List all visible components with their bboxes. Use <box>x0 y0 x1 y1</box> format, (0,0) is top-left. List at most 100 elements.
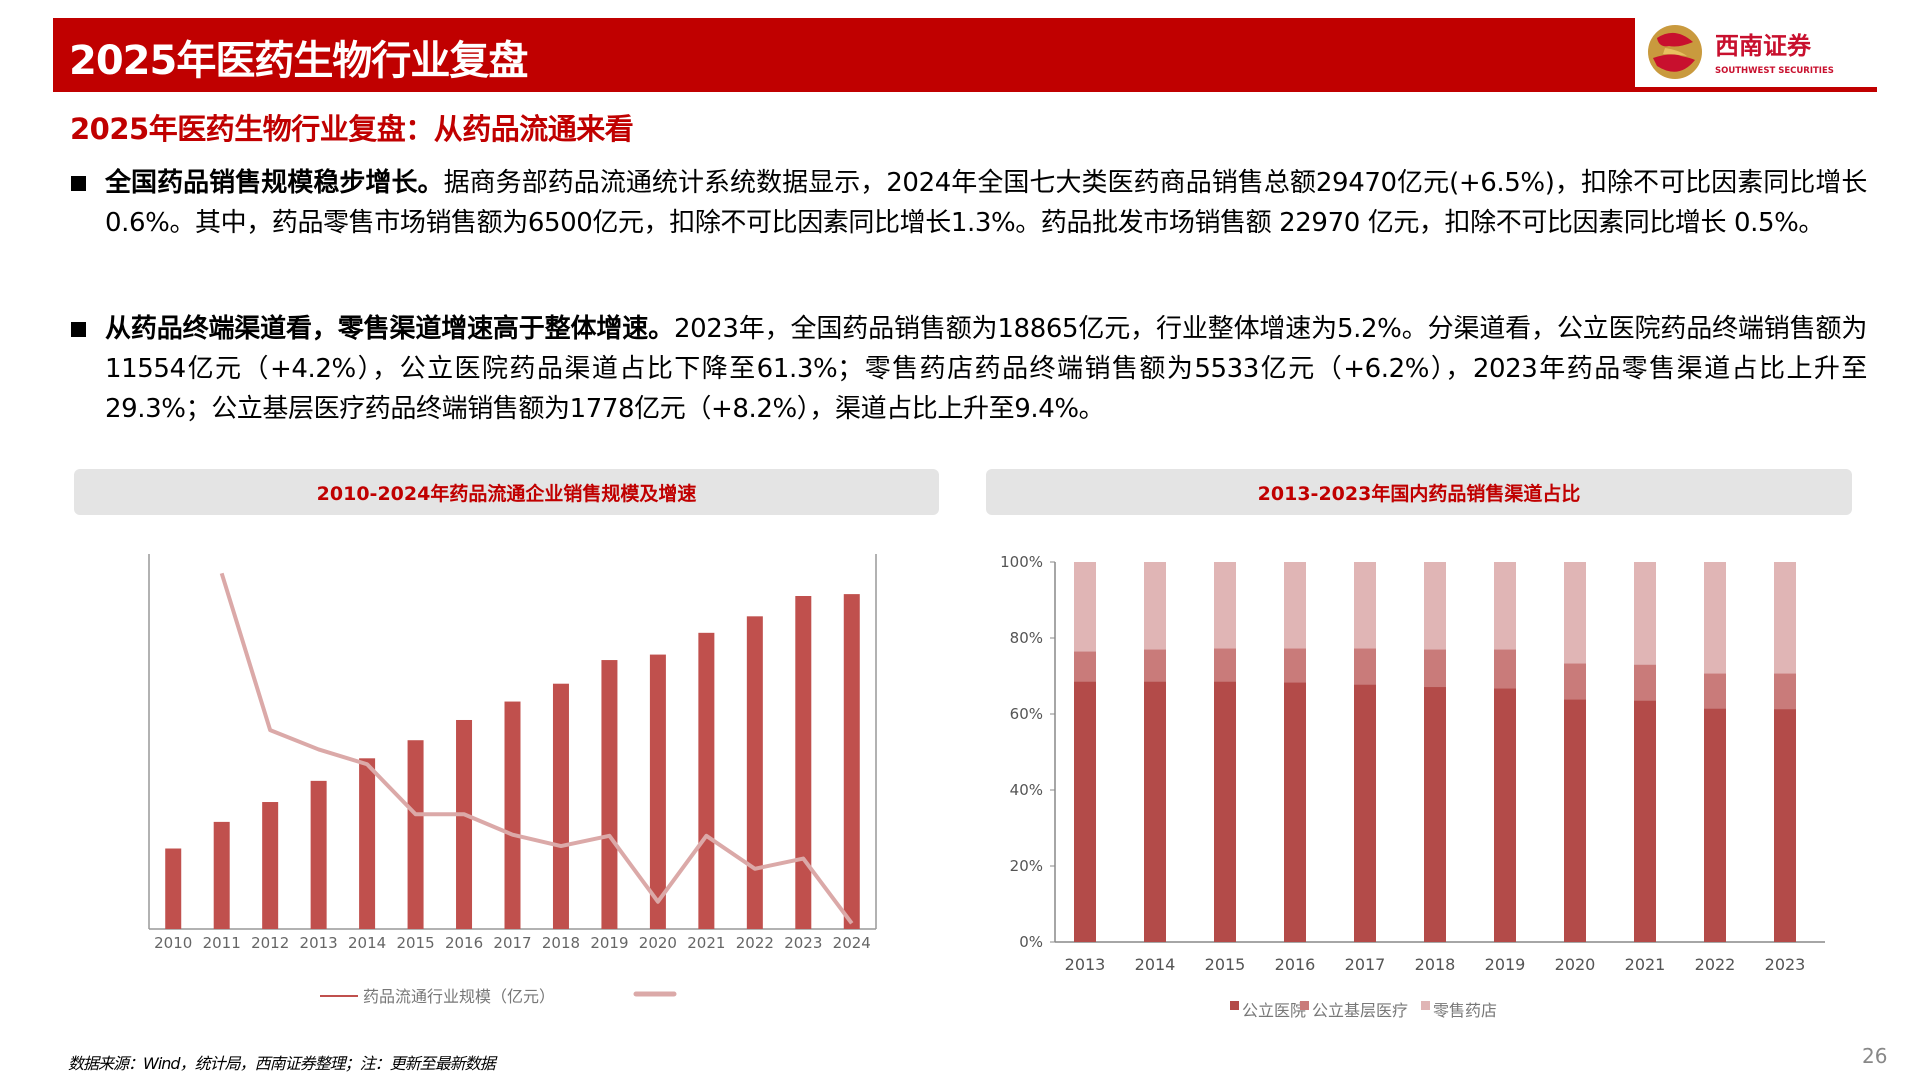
paragraph-sales-scale: 全国药品销售规模稳步增长。据商务部药品流通统计系统数据显示，2024年全国七大类… <box>105 163 1867 243</box>
paragraph-channels: 从药品终端渠道看，零售渠道增速高于整体增速。2023年，全国药品销售额为1886… <box>105 309 1867 429</box>
title-bar: 2025年医药生物行业复盘 <box>53 18 1635 92</box>
bar-2015-1 <box>1214 648 1236 682</box>
x-tick-label: 2012 <box>251 934 289 952</box>
x-tick-label: 2020 <box>1555 955 1596 974</box>
x-tick-label: 2023 <box>784 934 822 952</box>
x-tick-label: 2011 <box>203 934 241 952</box>
x-tick-label: 2016 <box>1275 955 1316 974</box>
paragraph-lead: 全国药品销售规模稳步增长。 <box>105 168 444 198</box>
bar-2019-1 <box>1494 649 1516 689</box>
y-tick-label: 80% <box>1010 629 1043 647</box>
bar-2012 <box>262 802 279 929</box>
bar-2022-1 <box>1704 673 1726 709</box>
bar-2016-2 <box>1284 562 1306 649</box>
bar-2021-0 <box>1634 700 1656 942</box>
legend-label: 公立基层医疗 <box>1312 1001 1408 1020</box>
bar-2016 <box>456 719 473 929</box>
bar-2024 <box>843 594 860 929</box>
bar-2013-1 <box>1074 651 1096 682</box>
legend-swatch <box>1421 1001 1430 1010</box>
chart2-title: 2013-2023年国内药品销售渠道占比 <box>986 469 1852 515</box>
x-tick-label: 2018 <box>542 934 580 952</box>
footnote: 数据来源：Wind，统计局，西南证券整理；注：更新至最新数据 <box>68 1054 496 1073</box>
bar-2021 <box>698 632 715 929</box>
bar-2021-2 <box>1634 562 1656 665</box>
bar-2021-1 <box>1634 664 1656 701</box>
x-tick-label: 2017 <box>493 934 531 952</box>
x-tick-label: 2022 <box>736 934 774 952</box>
bar-2016-0 <box>1284 682 1306 942</box>
bar-2015 <box>407 740 424 929</box>
x-tick-label: 2015 <box>1205 955 1246 974</box>
bar-2018-2 <box>1424 562 1446 650</box>
bar-2017-0 <box>1354 684 1376 942</box>
bar-2020 <box>649 654 666 929</box>
x-tick-label: 2024 <box>833 934 871 952</box>
y-tick-label: 0% <box>1019 933 1043 951</box>
paragraph-lead: 从药品终端渠道看，零售渠道增速高于整体增速。 <box>105 314 674 344</box>
bar-2014-0 <box>1144 681 1166 942</box>
x-tick-label: 2014 <box>1135 955 1176 974</box>
logo-emblem-icon: 西南证券 SOUTHWEST SECURITIES <box>1648 25 1834 79</box>
paragraph-body: 2023年，全国药品销售额为18865亿元，行业整体增速为5.2%。分渠道看，公… <box>105 314 1867 424</box>
bar-2014-1 <box>1144 649 1166 682</box>
legend-label: 公立医院 <box>1242 1001 1306 1020</box>
page-number: 26 <box>1862 1044 1888 1068</box>
x-tick-label: 2019 <box>590 934 628 952</box>
bar-2022 <box>746 616 763 929</box>
x-tick-label: 2021 <box>687 934 725 952</box>
y-tick-label: 60% <box>1010 705 1043 723</box>
bar-2023-0 <box>1774 709 1796 942</box>
x-tick-label: 2015 <box>396 934 434 952</box>
y-tick-label: 40% <box>1010 781 1043 799</box>
bar-2019-2 <box>1494 562 1516 650</box>
growth-line <box>219 572 854 925</box>
bar-2014 <box>359 758 376 929</box>
bullet-icon <box>71 322 86 337</box>
x-tick-label: 2016 <box>445 934 483 952</box>
bar-2023-1 <box>1774 673 1796 710</box>
x-tick-label: 2022 <box>1695 955 1736 974</box>
y-tick-label: 100% <box>1000 553 1043 571</box>
x-tick-label: 2014 <box>348 934 386 952</box>
section-subtitle: 2025年医药生物行业复盘：从药品流通来看 <box>70 112 634 146</box>
x-tick-label: 2010 <box>154 934 192 952</box>
chart1-title: 2010-2024年药品流通企业销售规模及增速 <box>74 469 939 515</box>
bar-2022-2 <box>1704 562 1726 674</box>
logo-cn: 西南证券 <box>1715 32 1812 60</box>
bar-2013-0 <box>1074 681 1096 942</box>
logo-en: SOUTHWEST SECURITIES <box>1715 66 1834 76</box>
x-tick-label: 2023 <box>1765 955 1806 974</box>
company-logo: 西南证券 SOUTHWEST SECURITIES <box>1635 18 1877 92</box>
bar-2015-0 <box>1214 681 1236 942</box>
legend-swatch <box>1230 1001 1239 1010</box>
bar-2023 <box>795 596 812 929</box>
bar-2016-1 <box>1284 648 1306 683</box>
bar-2020-1 <box>1564 663 1586 700</box>
bar-2018-1 <box>1424 649 1446 688</box>
legend-bar-label: 药品流通行业规模（亿元） <box>363 987 555 1006</box>
paragraph-body: 据商务部药品流通统计系统数据显示，2024年全国七大类医药商品销售总额29470… <box>105 168 1867 238</box>
bar-2017-1 <box>1354 648 1376 685</box>
bar-2023-2 <box>1774 562 1796 674</box>
legend-swatch <box>1300 1001 1309 1010</box>
bar-2017-2 <box>1354 562 1376 649</box>
x-tick-label: 2020 <box>639 934 677 952</box>
bullet-icon <box>71 176 86 191</box>
bar-2014-2 <box>1144 562 1166 650</box>
bar-2018 <box>552 683 569 929</box>
bar-2010 <box>165 848 182 929</box>
bar-2018-0 <box>1424 687 1446 942</box>
bar-2015-2 <box>1214 562 1236 649</box>
page-title: 2025年医药生物行业复盘 <box>69 38 528 84</box>
x-tick-label: 2019 <box>1485 955 1526 974</box>
bar-2011 <box>213 821 230 929</box>
bar-2019 <box>601 660 618 929</box>
chart2-channel-share: 0% 20% 40% 60% 80% 100% 2013 2014 2015 2016 2017 20… <box>1000 553 1825 1020</box>
x-tick-label: 2013 <box>300 934 338 952</box>
x-tick-label: 2021 <box>1625 955 1666 974</box>
bar-2022-0 <box>1704 708 1726 942</box>
bar-2020-2 <box>1564 562 1586 664</box>
bar-2013-2 <box>1074 562 1096 652</box>
legend-label: 零售药店 <box>1433 1001 1497 1020</box>
